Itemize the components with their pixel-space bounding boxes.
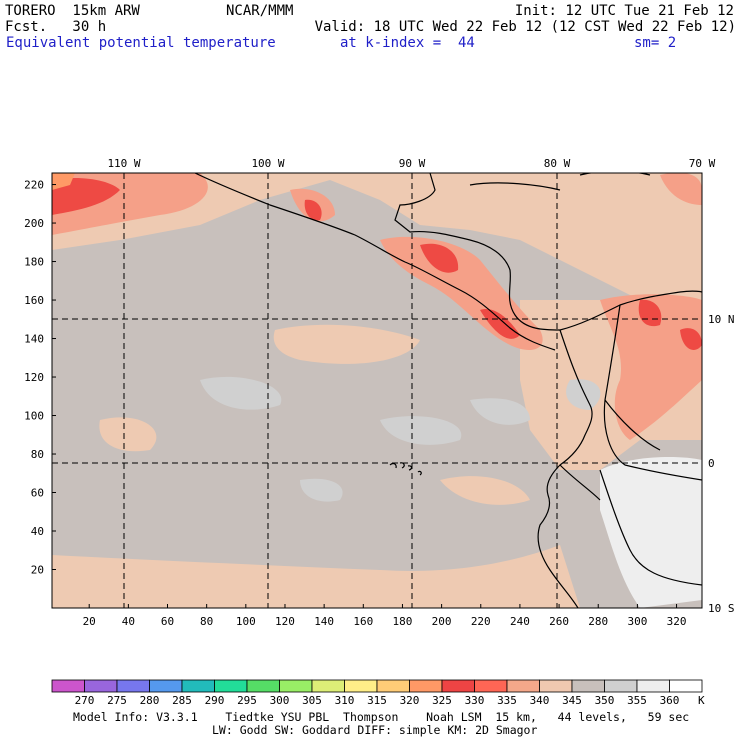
lon-label-100w: 100 W	[251, 157, 284, 170]
lon-label-110w: 110 W	[107, 157, 140, 170]
colorbar-swatch	[344, 679, 378, 693]
colorbar-swatch	[409, 679, 443, 693]
y-grid-ticks: 20 40 60 80 100 120 140 160 180 200 220	[24, 179, 56, 577]
lat-label-10s: 10 S	[708, 602, 735, 615]
colorbar-label-335: 335	[497, 694, 517, 707]
model-title: TORERO 15km ARW	[5, 3, 140, 19]
model-info-line: Model Info: V3.3.1 Tiedtke YSU PBL Thomp…	[73, 710, 690, 724]
colorbar-swatch	[116, 679, 150, 693]
y-tick-140: 140	[24, 333, 44, 346]
valid-time: Valid: 18 UTC Wed 22 Feb 12 (12 CST Wed …	[314, 19, 736, 35]
colorbar-swatch	[571, 679, 605, 693]
y-tick-80: 80	[31, 448, 44, 461]
lat-label-10n: 10 N	[708, 313, 735, 326]
x-tick-320: 320	[667, 615, 687, 628]
colorbar-label-315: 315	[367, 694, 387, 707]
colorbar-swatch	[84, 679, 118, 693]
x-tick-200: 200	[432, 615, 452, 628]
colorbar	[51, 679, 703, 693]
colorbar-swatch	[376, 679, 410, 693]
x-tick-300: 300	[627, 615, 647, 628]
colorbar-label-280: 280	[140, 694, 160, 707]
colorbar-label-350: 350	[595, 694, 615, 707]
y-tick-160: 160	[24, 294, 44, 307]
x-tick-160: 160	[353, 615, 373, 628]
theta-e-355-360-contour	[600, 457, 702, 608]
colorbar-labels: 270 275 280 285 290 295 300 305 310 315 320 325 330 3…	[75, 694, 680, 707]
colorbar-swatch	[246, 679, 280, 693]
colorbar-swatch	[149, 679, 183, 693]
colorbar-swatch	[311, 679, 345, 693]
theta-e-350-355-contour	[200, 376, 601, 502]
colorbar-label-295: 295	[237, 694, 257, 707]
colorbar-label-285: 285	[172, 694, 192, 707]
x-tick-20: 20	[83, 615, 96, 628]
colorbar-label-360: 360	[660, 694, 680, 707]
y-tick-220: 220	[24, 179, 44, 192]
y-tick-100: 100	[24, 410, 44, 423]
colorbar-swatch	[669, 679, 703, 693]
lon-label-90w: 90 W	[399, 157, 426, 170]
x-tick-60: 60	[161, 615, 174, 628]
coastlines	[194, 173, 702, 608]
colorbar-swatch	[181, 679, 215, 693]
colorbar-swatch	[636, 679, 670, 693]
colorbar-label-310: 310	[335, 694, 355, 707]
lon-label-80w: 80 W	[544, 157, 571, 170]
x-tick-40: 40	[122, 615, 135, 628]
y-tick-200: 200	[24, 217, 44, 230]
x-tick-180: 180	[393, 615, 413, 628]
smoothing-label: sm= 2	[634, 35, 677, 51]
x-grid-ticks: 20 40 60 80 100 120 140 160 180 200 220 240 260 280 30…	[83, 604, 687, 628]
theta-e-330-335-contour	[52, 178, 702, 350]
x-tick-140: 140	[314, 615, 334, 628]
lon-label-70w: 70 W	[689, 157, 716, 170]
y-tick-20: 20	[31, 564, 44, 577]
y-tick-40: 40	[31, 525, 44, 538]
colorbar-swatch	[474, 679, 508, 693]
graticule	[52, 173, 702, 608]
forecast-hour: Fcst. 30 h	[5, 19, 107, 35]
init-time: Init: 12 UTC Tue 21 Feb 12	[514, 3, 734, 19]
colorbar-swatch	[51, 679, 85, 693]
colorbar-swatch	[441, 679, 475, 693]
y-tick-60: 60	[31, 487, 44, 500]
colorbar-label-340: 340	[530, 694, 550, 707]
colorbar-label-320: 320	[400, 694, 420, 707]
colorbar-swatch	[604, 679, 638, 693]
x-tick-80: 80	[200, 615, 213, 628]
colorbar-label-330: 330	[465, 694, 485, 707]
x-tick-240: 240	[510, 615, 530, 628]
latitude-labels: 10 N 0 10 S	[708, 313, 735, 615]
y-tick-180: 180	[24, 256, 44, 269]
colorbar-label-290: 290	[205, 694, 225, 707]
colorbar-label-275: 275	[107, 694, 127, 707]
x-tick-260: 260	[549, 615, 569, 628]
colorbar-swatch	[539, 679, 573, 693]
longitude-labels: 110 W 100 W 90 W 80 W 70 W	[107, 157, 715, 170]
lat-label-0: 0	[708, 457, 715, 470]
physics-info-line: LW: Godd SW: Goddard DIFF: simple KM: 2D…	[212, 723, 538, 737]
field-name: Equivalent potential temperature	[6, 35, 276, 51]
y-tick-120: 120	[24, 371, 44, 384]
colorbar-swatch	[214, 679, 248, 693]
x-tick-220: 220	[471, 615, 491, 628]
colorbar-swatch	[506, 679, 540, 693]
colorbar-label-325: 325	[432, 694, 452, 707]
x-tick-280: 280	[588, 615, 608, 628]
colorbar-label-345: 345	[562, 694, 582, 707]
colorbar-label-270: 270	[75, 694, 95, 707]
k-index-label: at k-index = 44	[340, 35, 475, 51]
x-tick-100: 100	[236, 615, 256, 628]
x-tick-120: 120	[275, 615, 295, 628]
colorbar-swatch	[279, 679, 313, 693]
theta-e-325-330-contour	[52, 173, 75, 190]
colorbar-unit: K	[698, 694, 705, 707]
colorbar-label-305: 305	[302, 694, 322, 707]
org-label: NCAR/MMM	[226, 3, 294, 19]
colorbar-label-300: 300	[270, 694, 290, 707]
plot-frame	[51, 172, 703, 609]
colorbar-label-355: 355	[627, 694, 647, 707]
